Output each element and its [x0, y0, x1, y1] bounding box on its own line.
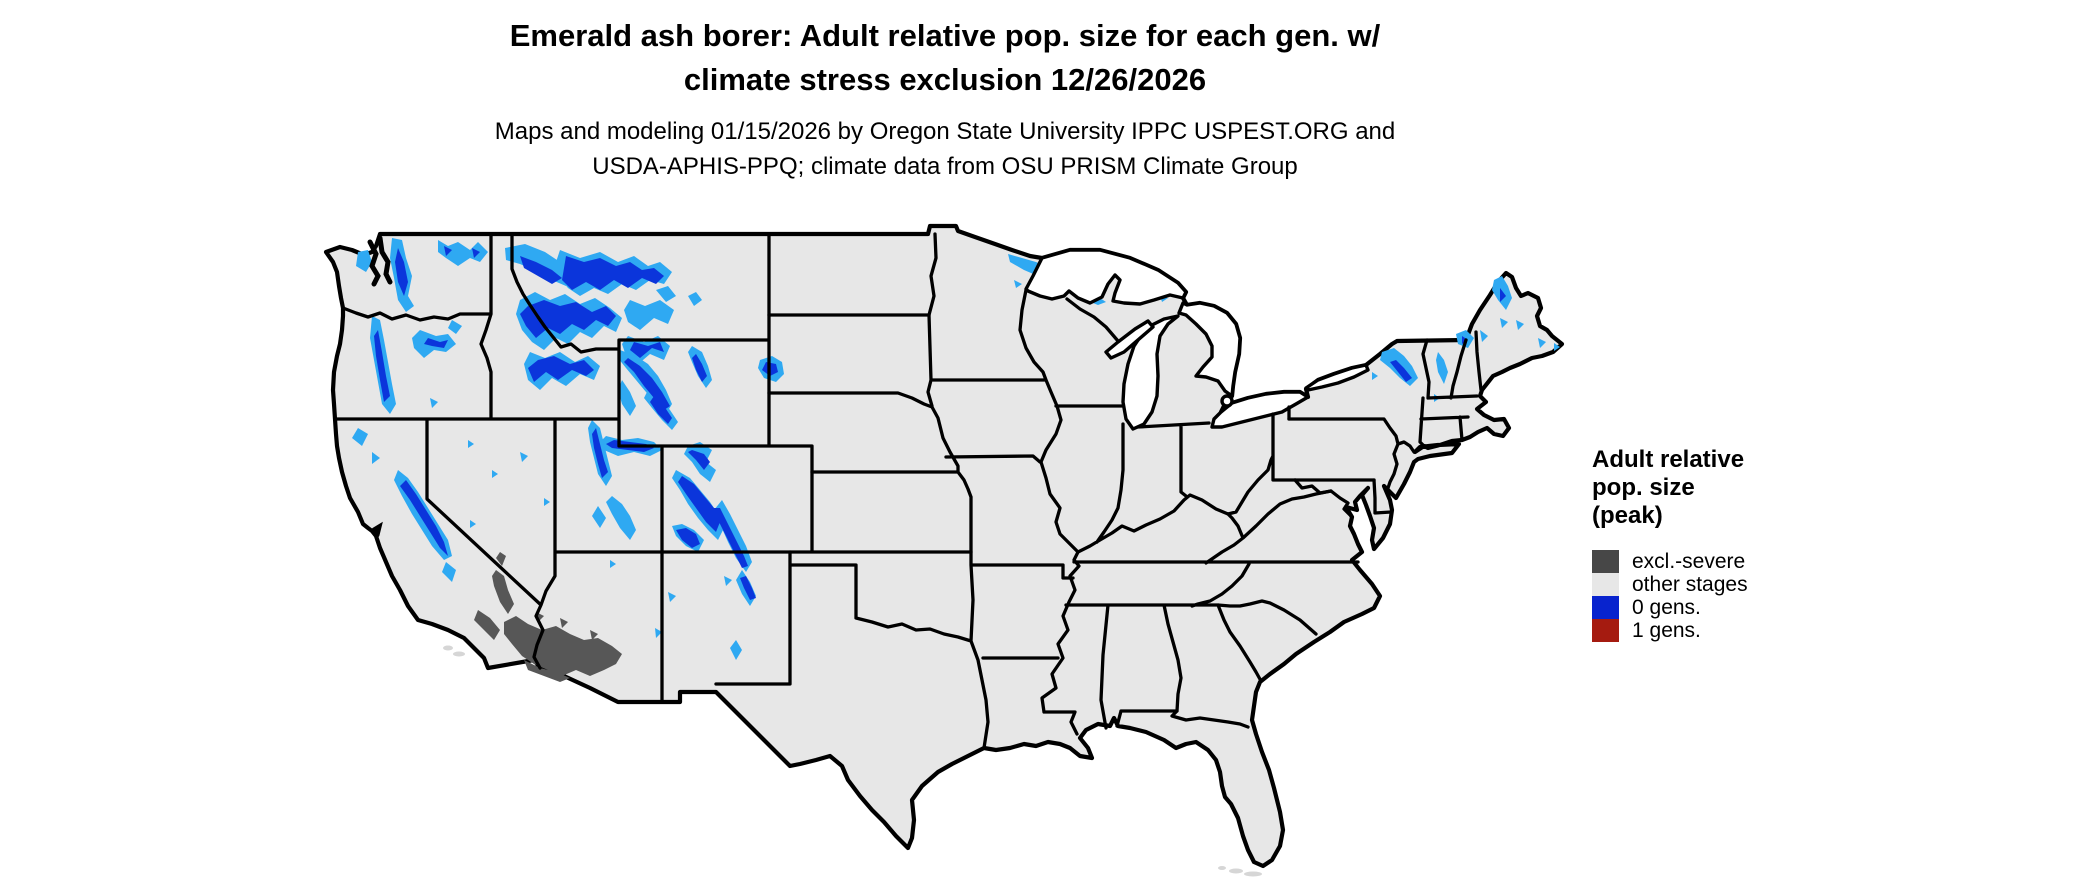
state-borders-south	[1064, 489, 1360, 730]
san-francisco-bay	[371, 521, 383, 538]
legend-label-1-gens: 1 gens.	[1632, 618, 1701, 642]
region-excl-severe	[474, 552, 622, 682]
legend-label-0-gens: 0 gens.	[1632, 595, 1701, 619]
header: Emerald ash borer: Adult relative pop. s…	[345, 14, 1545, 184]
florida-keys	[1218, 866, 1262, 877]
legend-label-other-stages: other stages	[1632, 572, 1748, 596]
lake-st-clair	[1220, 394, 1234, 408]
legend-label-excl-severe: excl.-severe	[1632, 549, 1746, 573]
state-borders	[333, 232, 1483, 750]
figure-subtitle-line-1: Maps and modeling 01/15/2026 by Oregon S…	[494, 118, 1396, 145]
figure-subtitle-line-2: USDA-APHIS-PPQ; climate data from OSU PR…	[592, 153, 1298, 180]
figure-title-line-1: Emerald ash borer: Adult relative pop. s…	[509, 18, 1381, 53]
legend-items: excl.-severe other stages 0 gens. 1 gens…	[1592, 550, 1852, 642]
legend-swatch-1-gens	[1592, 619, 1619, 642]
legend-item-1-gens: 1 gens.	[1592, 619, 1852, 642]
legend-title-line-1: Adult relative	[1592, 446, 1745, 473]
legend-title: Adult relative pop. size (peak)	[1592, 446, 1852, 530]
legend-title-line-2: pop. size	[1592, 474, 1695, 501]
legend-swatch-excl-severe	[1592, 550, 1619, 573]
socal-shoals	[443, 645, 465, 657]
figure-subtitle: Maps and modeling 01/15/2026 by Oregon S…	[345, 114, 1545, 184]
legend-swatch-other-stages	[1592, 573, 1619, 596]
legend-item-excl-severe: excl.-severe	[1592, 550, 1852, 573]
lake-huron	[1177, 301, 1242, 398]
region-0-gens-core	[374, 246, 1506, 600]
nation-outline	[323, 223, 1565, 869]
figure-title-line-2: climate stress exclusion 12/26/2026	[683, 62, 1207, 97]
region-0-gens-fringe	[352, 238, 1560, 660]
legend-item-0-gens: 0 gens.	[1592, 596, 1852, 619]
great-lakes	[1024, 248, 1370, 431]
legend: Adult relative pop. size (peak) excl.-se…	[1592, 446, 1852, 642]
lake-superior	[1024, 248, 1188, 306]
state-borders-mississippi	[926, 232, 1124, 736]
legend-swatch-0-gens	[1592, 596, 1619, 619]
state-borders-west	[333, 232, 973, 704]
legend-title-line-3: (peak)	[1592, 502, 1663, 529]
puget-sound	[367, 235, 393, 287]
green-bay	[1104, 319, 1155, 360]
state-borders-midwest	[1065, 297, 1376, 554]
state-borders-northeast	[1287, 330, 1483, 519]
lake-ontario	[1304, 363, 1370, 392]
legend-item-other-stages: other stages	[1592, 573, 1852, 596]
state-borders-plains	[714, 313, 1075, 750]
